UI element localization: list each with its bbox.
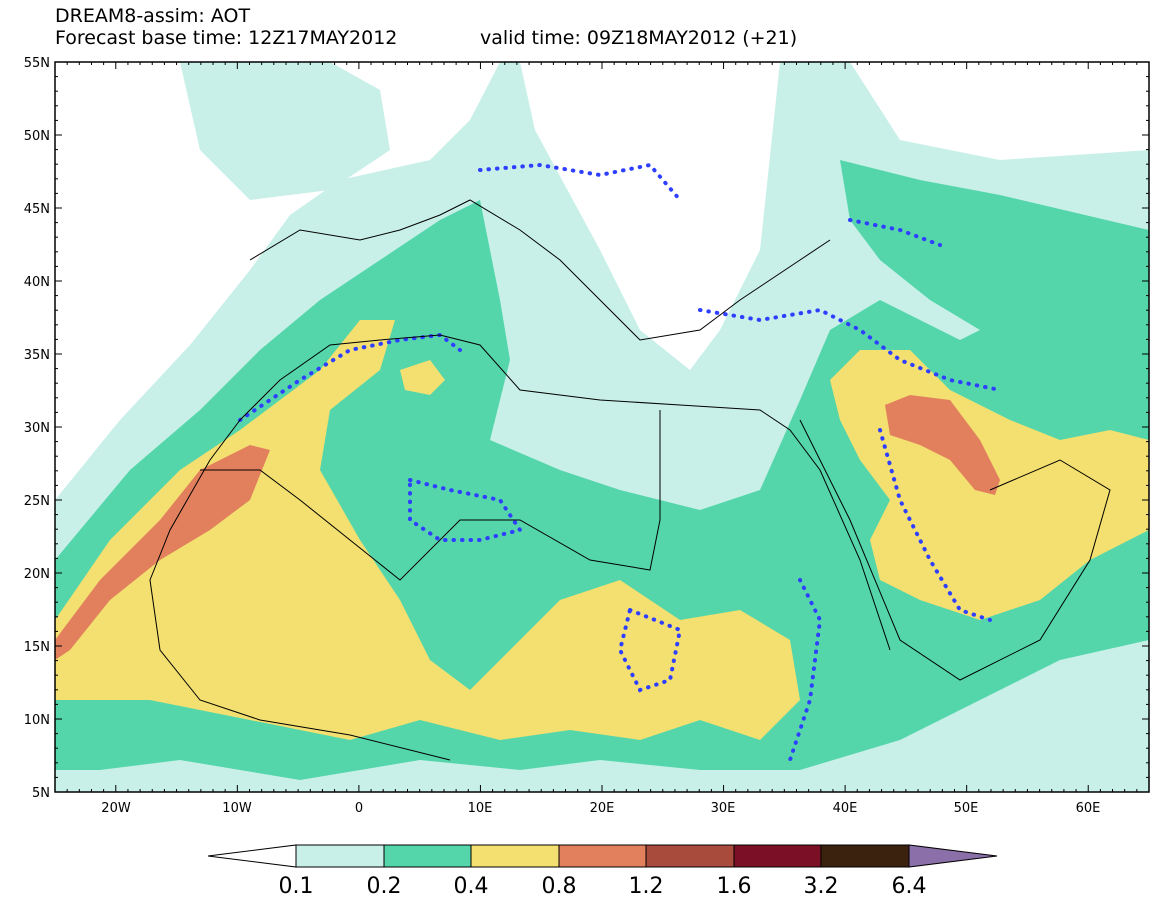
coastlines [149,199,1111,761]
colorbar-label-0-2: 0.2 [367,874,402,899]
forecast-base-time: Forecast base time: 12Z17MAY2012 [55,27,398,49]
lat-label-50n: 50N [24,129,50,144]
aot-band-0-8 [55,445,270,660]
lat-label-55n: 55N [24,56,50,71]
lon-label-20w: 20W [101,801,131,816]
aot-band-0-4-libya [400,360,445,395]
lat-label-5n: 5N [32,786,50,801]
coast-arabia [799,419,1111,681]
colorbar-label-1-2: 1.2 [629,874,664,899]
lat-label-20n: 20N [24,567,50,582]
colorbar-label-0-1: 0.1 [279,874,314,899]
lon-label-0: 0 [355,801,363,816]
aot-shading [55,62,1149,792]
aot-band-0-2-caspian [840,160,1149,330]
colorbar-cell-1-6-3-2 [733,844,822,868]
colorbar-label-1-6: 1.6 [717,874,752,899]
colorbar-over-triangle [908,844,998,868]
chart-title: DREAM8-assim: AOT [55,5,251,27]
colorbar-cell-3-2-6-4 [820,844,910,868]
lat-label-35n: 35N [24,348,50,363]
lon-label-40e: 40E [833,801,858,816]
contour-balkans [478,162,682,202]
colorbar-cell-1-2-1-6 [645,844,735,868]
valid-time: valid time: 09Z18MAY2012 (+21) [480,27,798,49]
aot-contours [238,162,1002,762]
border-sahara [200,410,661,581]
lon-labels: 20W 10W 0 10E 20E 30E 40E 50E 60E [101,801,1100,816]
colorbar-cell-0-1-0-2 [295,844,385,868]
contour-mediterranean [698,307,1002,392]
lat-label-30n: 30N [24,421,50,436]
lat-labels: 55N 50N 45N 40N 35N 30N 25N 20N 15N 10N … [24,56,50,801]
colorbar-label-3-2: 3.2 [804,874,839,899]
colorbar-cell-0-4-0-8 [470,844,560,868]
contour-red-sea [788,578,823,762]
lon-label-60e: 60E [1076,801,1101,816]
lat-label-15n: 15N [24,640,50,655]
contour-sahel [617,607,683,693]
lon-label-10w: 10W [222,801,252,816]
colorbar-label-0-8: 0.8 [542,874,577,899]
colorbar-label-6-4: 6.4 [892,874,927,899]
aot-band-0-8-gulf [885,395,1000,495]
lon-label-20e: 20E [590,801,615,816]
lat-label-10n: 10N [24,713,50,728]
coast-europe [249,199,831,341]
aot-band-0-4 [55,320,800,740]
aot-band-0-1-north [180,62,390,200]
lat-label-25n: 25N [24,494,50,509]
contour-atlas [238,332,462,422]
coast-north-africa [239,334,891,651]
coast-west-africa [149,419,451,761]
colorbar-label-0-4: 0.4 [454,874,489,899]
axis-ticks [54,61,1150,793]
lon-label-50e: 50E [954,801,979,816]
lat-label-40n: 40N [24,275,50,290]
contour-black-sea [848,218,942,247]
contour-sahara [408,477,524,542]
colorbar: 0.1 0.2 0.4 0.8 1.2 1.6 3.2 6.4 [207,844,998,899]
colorbar-cell-0-8-1-2 [558,844,647,868]
lon-label-10e: 10E [468,801,493,816]
colorbar-cell-0-2-0-4 [383,844,472,868]
colorbar-under-triangle [207,844,297,868]
lon-label-30e: 30E [711,801,736,816]
lat-label-45n: 45N [24,202,50,217]
